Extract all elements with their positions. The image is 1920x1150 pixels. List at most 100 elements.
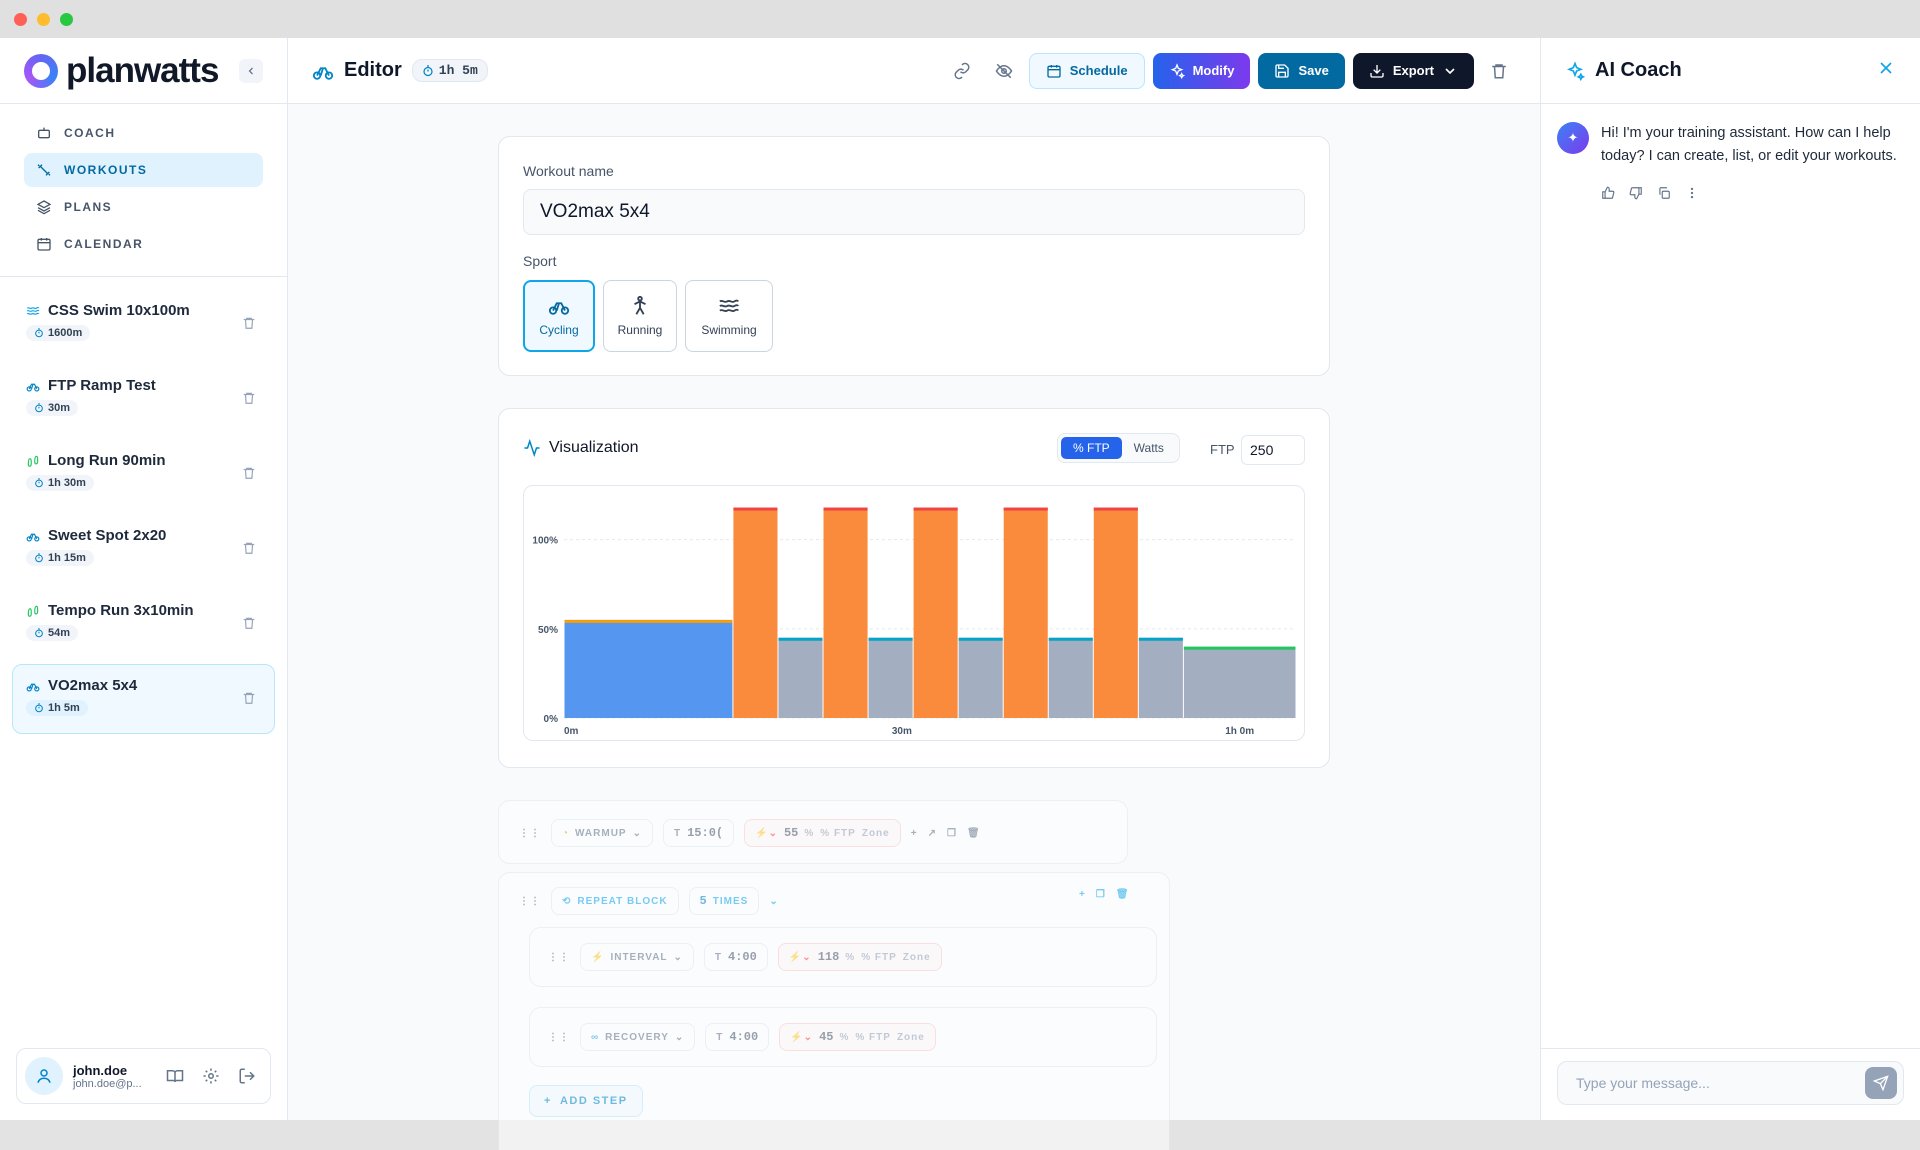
save-icon [1275,63,1290,78]
send-button[interactable] [1865,1067,1897,1099]
add-icon[interactable]: + [1079,889,1086,900]
thumbs-down-icon[interactable] [1629,186,1643,200]
repeat-block-select[interactable]: ⟲ REPEAT BLOCK [551,887,679,915]
ramp-icon[interactable]: ↗ [927,827,937,839]
save-button[interactable]: Save [1258,52,1345,89]
workout-bar-recovery [1138,637,1183,718]
message-input[interactable] [1576,1075,1865,1091]
send-icon [1873,1075,1889,1091]
bike-icon [312,66,334,80]
nav-item-workouts[interactable]: WORKOUTS [24,153,263,187]
settings-icon[interactable] [202,1067,220,1085]
workout-name-input[interactable]: VO2max 5x4 [523,189,1305,235]
trash-icon[interactable] [242,615,256,631]
workout-list-item[interactable]: FTP Ramp Test 30m [12,364,275,434]
close-window-button[interactable] [14,12,27,26]
trash-icon[interactable] [242,315,256,331]
workout-title: Long Run 90min [48,452,166,469]
copy-link-button[interactable] [945,54,979,88]
nav-item-coach[interactable]: COACH [24,116,263,150]
zone-select[interactable]: Zone [861,827,890,839]
repeat-count-field[interactable]: 5 TIMES [688,887,760,915]
duration-field[interactable]: T 4:00 [705,1023,770,1051]
trash-icon[interactable]: 🗑 [1115,889,1130,900]
duration-field[interactable]: T 15:0( [663,819,735,847]
trash-icon[interactable] [242,390,256,406]
add-icon[interactable]: + [910,827,918,839]
trash-icon[interactable] [242,465,256,481]
sport-swimming-button[interactable]: Swimming [685,280,773,352]
workout-bar-interval [1093,507,1138,718]
chevron-down-icon: ⌄ [673,951,683,963]
copy-icon[interactable] [1657,186,1671,200]
workout-name-label: Workout name [523,163,614,179]
intensity-mode[interactable]: % FTP [820,827,856,839]
collapse-sidebar-button[interactable] [239,58,263,83]
zone-select[interactable]: Zone [902,951,931,963]
thumbs-up-icon[interactable] [1601,186,1615,200]
trash-icon[interactable] [242,690,256,706]
y-tick-label: 50% [538,625,558,636]
zap-icon[interactable]: ⚡⌄ [790,1031,814,1043]
schedule-button[interactable]: Schedule [1028,52,1145,89]
nav-label: COACH [64,126,116,140]
maximize-window-button[interactable] [60,12,73,26]
more-vertical-icon[interactable] [1685,186,1699,200]
delete-workout-button[interactable] [1482,54,1516,88]
sport-running-button[interactable]: Running [603,280,677,352]
sparkles-icon [1170,62,1185,79]
modify-button[interactable]: Modify [1152,52,1251,89]
step-type-select[interactable]: ∞ RECOVERY ⌄ [580,1023,696,1051]
drag-handle-icon[interactable]: ⋮⋮ [519,827,541,839]
intensity-mode[interactable]: % FTP [855,1031,891,1043]
duration-text: 1h 5m [438,63,478,78]
workout-list-item[interactable]: Tempo Run 3x10min 54m [12,589,275,659]
zap-icon[interactable]: ⚡⌄ [755,827,778,839]
logout-icon[interactable] [238,1067,256,1085]
toggle-watts[interactable]: Watts [1133,441,1164,455]
nav-item-plans[interactable]: PLANS [24,190,263,224]
drag-handle-icon[interactable]: ⋮⋮ [548,1031,570,1043]
chevron-down-icon[interactable]: ⌄ [769,895,779,907]
workout-list-item[interactable]: CSS Swim 10x100m 1600m [12,289,275,359]
add-step-button[interactable]: + ADD STEP [529,1085,643,1117]
step-type-select[interactable]: ◔ WARMUP ⌄ [551,819,653,847]
robot-icon [38,127,50,139]
export-button[interactable]: Export [1352,52,1474,89]
intensity-group: ⚡⌄ 45 % % FTP Zone [779,1023,936,1051]
drag-handle-icon[interactable]: ⋮⋮ [519,895,541,907]
drag-handle-icon[interactable]: ⋮⋮ [548,951,570,963]
workout-list-item[interactable]: Long Run 90min 1h 30m [12,439,275,509]
intensity-value[interactable]: 55 [783,826,799,840]
workout-bar-cap [778,637,823,641]
workout-list-item[interactable]: VO2max 5x4 1h 5m [12,664,275,734]
avatar[interactable] [25,1057,63,1095]
minimize-window-button[interactable] [37,12,50,26]
intensity-value[interactable]: 118 [817,950,840,964]
trash-icon[interactable]: 🗑 [966,827,981,839]
zap-icon[interactable]: ⚡⌄ [788,951,812,963]
close-panel-button[interactable] [1876,58,1896,84]
sport-label-swimming: Swimming [701,323,757,337]
intensity-mode[interactable]: % FTP [861,951,897,963]
repeat-block-card: ⋮⋮ ⟲ REPEAT BLOCK 5 TIMES ⌄ + ❐ 🗑 [498,872,1170,1150]
workout-title: CSS Swim 10x100m [48,302,190,319]
toggle-ftp-percent[interactable]: % FTP [1061,437,1122,459]
workout-bar-cap [958,637,1003,641]
step-type-select[interactable]: ⚡ INTERVAL ⌄ [580,943,694,971]
trash-icon[interactable] [242,540,256,556]
intensity-group: ⚡⌄ 118 % % FTP Zone [777,943,942,971]
visibility-toggle-button[interactable] [987,54,1021,88]
nav-item-calendar[interactable]: CALENDAR [24,227,263,261]
workout-list-item[interactable]: Sweet Spot 2x20 1h 15m [12,514,275,584]
sport-cycling-button[interactable]: Cycling [523,280,595,352]
book-icon[interactable] [166,1067,184,1085]
ftp-input[interactable]: 250 [1241,435,1305,465]
timer-icon [35,703,43,713]
duplicate-icon[interactable]: ❐ [946,827,957,839]
zone-select[interactable]: Zone [896,1031,925,1043]
duration-field[interactable]: T 4:00 [703,943,768,971]
duplicate-icon[interactable]: ❐ [1095,889,1106,900]
intensity-value[interactable]: 45 [819,1030,834,1044]
editor-main: Editor 1h 5m Schedule Modify [288,38,1540,1150]
